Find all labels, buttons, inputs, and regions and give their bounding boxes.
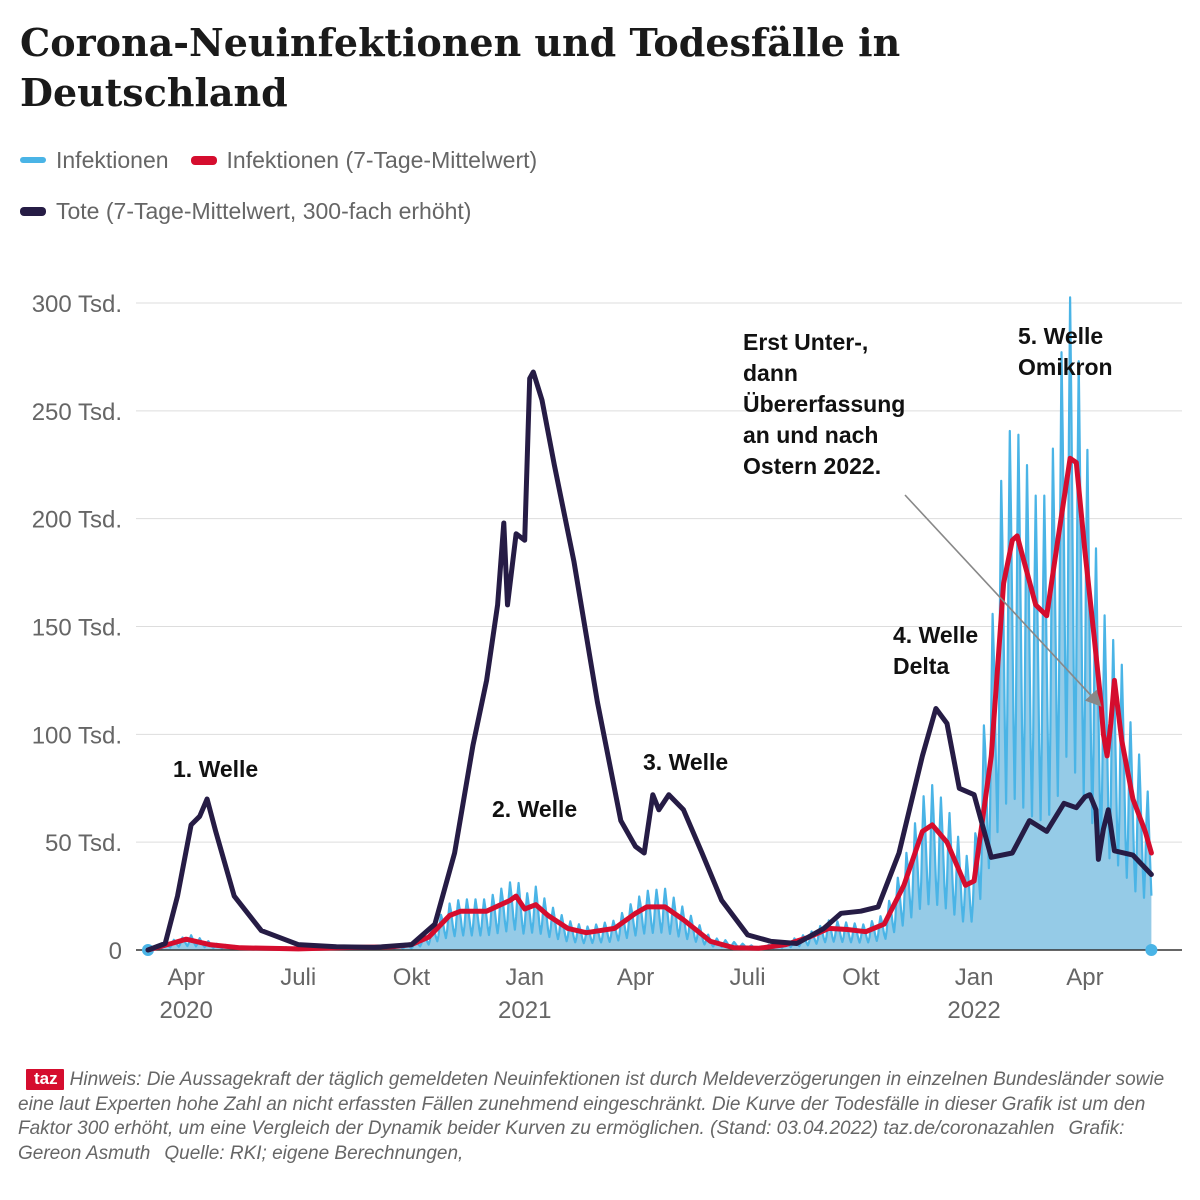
annotation-0: 1. Welle: [173, 756, 258, 782]
annotation-3: 4. Welle Delta: [893, 622, 978, 679]
footer-source: Quelle: RKI; eigene Berechnungen,: [164, 1142, 464, 1164]
footer-credit: Grafik: Gereon Asmuth: [18, 1118, 1125, 1164]
y-tick-label-1: 50 Tsd.: [45, 830, 122, 857]
legend-item-infections: Infektionen: [20, 147, 169, 174]
x-tick-label-8: Apr: [1066, 964, 1103, 991]
legend-swatch-infections: [20, 157, 46, 163]
annotation-1: 2. Welle: [492, 796, 577, 822]
legend-swatch-avg: [190, 155, 217, 165]
x-tick-label-7: Jan: [955, 964, 994, 991]
annotation-4-line-0: 5. Welle: [1018, 323, 1103, 349]
annotation-5-line-2: Übererfassung: [743, 391, 905, 417]
taz-logo: taz: [26, 1069, 64, 1090]
y-tick-label-0: 0: [109, 938, 122, 965]
y-tick-label-4: 200 Tsd.: [32, 507, 122, 534]
annotation-arrow: [904, 494, 1102, 707]
x-tick-label-0: Apr: [167, 964, 204, 991]
annotation-2: 3. Welle: [643, 749, 728, 775]
y-tick-label-2: 100 Tsd.: [32, 722, 122, 749]
x-tick-label-1: Juli: [280, 964, 316, 991]
x-year-label-0: 2020: [159, 997, 212, 1024]
annotation-5: Erst Unter-, dann Übererfassung an und nach…: [743, 329, 905, 479]
x-tick-label-2: Okt: [393, 964, 431, 991]
annotation-5-line-4: Ostern 2022.: [743, 453, 881, 479]
series-deaths-avg: [145, 369, 1154, 953]
x-tick-label-4: Apr: [617, 964, 654, 991]
annotation-3-line-0: 4. Welle: [893, 622, 978, 648]
footer-note: taz Hinweis: Die Aussagekraft der täglich…: [18, 1068, 1188, 1166]
annotation-5-line-1: dann: [743, 360, 798, 386]
corona-chart: 0 50 Tsd. 100 Tsd. 150 Tsd. 200 Tsd. 250 Tsd.…: [32, 291, 1182, 1024]
annotation-5-line-0: Erst Unter-,: [743, 329, 868, 355]
series-end-dot: [1145, 944, 1158, 956]
annotation-3-line-1: Delta: [893, 653, 949, 679]
annotation-1-line-0: 2. Welle: [492, 796, 577, 822]
legend-row-1: Infektionen Infektionen (7-Tage-Mittelwe…: [20, 145, 559, 175]
series-infections-area: [148, 297, 1152, 950]
footer-hint: Hinweis: Die Aussagekraft der täglich ge…: [18, 1069, 1165, 1139]
y-tick-label-3: 150 Tsd.: [32, 615, 122, 642]
legend-label-infections: Infektionen: [56, 146, 169, 173]
legend-swatch-deaths: [20, 206, 46, 216]
annotation-4: 5. Welle Omikron: [1018, 323, 1113, 380]
legend-label-deaths: Tote (7-Tage-Mittelwert, 300-fach erhöht…: [56, 197, 472, 224]
legend-item-avg: Infektionen (7-Tage-Mittelwert): [190, 146, 538, 174]
x-tick-label-3: Jan: [505, 964, 544, 991]
annotation-0-line-0: 1. Welle: [173, 756, 258, 782]
annotation-2-line-0: 3. Welle: [643, 749, 728, 775]
x-tick-label-5: Juli: [730, 964, 766, 991]
x-year-label-3: 2021: [498, 997, 551, 1024]
legend-label-avg: Infektionen (7-Tage-Mittelwert): [226, 146, 538, 173]
legend-row-2: Tote (7-Tage-Mittelwert, 300-fach erhöht…: [20, 196, 493, 226]
page-title: Corona-Neuinfektionen und Todesfälle in …: [20, 20, 901, 115]
y-tick-label-5: 250 Tsd.: [32, 399, 122, 426]
annotation-5-line-3: an und nach: [743, 422, 878, 448]
x-year-label-7: 2022: [947, 997, 1000, 1024]
y-tick-label-6: 300 Tsd.: [32, 291, 122, 318]
legend-item-deaths: Tote (7-Tage-Mittelwert, 300-fach erhöht…: [20, 198, 471, 225]
x-tick-label-6: Okt: [842, 964, 880, 991]
annotation-4-line-1: Omikron: [1018, 354, 1113, 380]
